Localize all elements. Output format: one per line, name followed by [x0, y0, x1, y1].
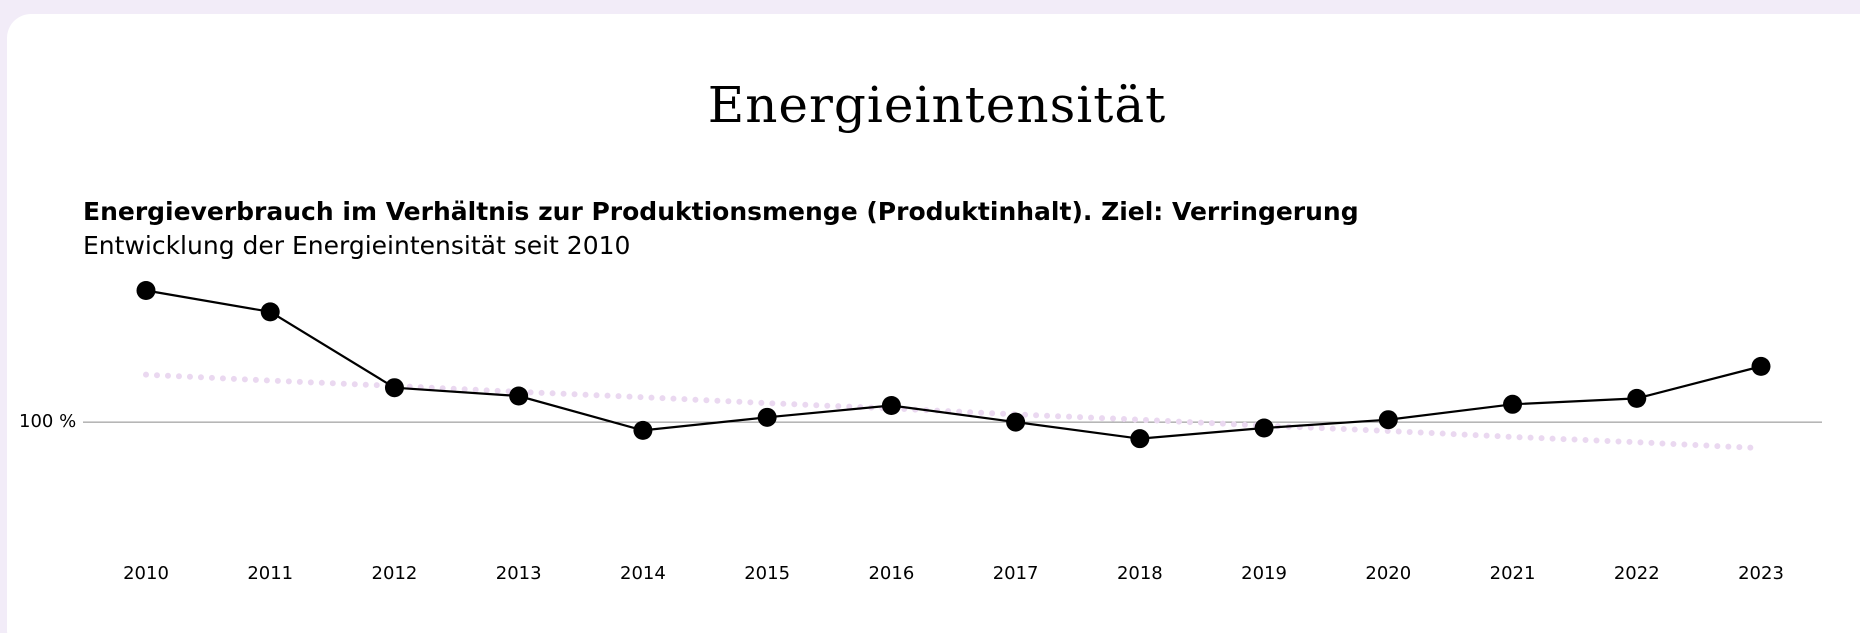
data-point [1378, 410, 1398, 430]
data-point [757, 407, 777, 427]
chart-description: Entwicklung der Energieintensität seit 2… [83, 231, 630, 260]
data-line [145, 289, 1762, 440]
x-tick-label: 2010 [123, 563, 169, 584]
x-tick-label: 2017 [993, 563, 1039, 584]
data-point [136, 281, 156, 301]
x-tick-label: 2019 [1241, 563, 1287, 584]
x-tick-label: 2013 [496, 563, 542, 584]
data-point [1627, 388, 1647, 408]
data-point [1006, 412, 1026, 432]
data-point [1503, 394, 1523, 414]
data-point [260, 302, 280, 322]
data-point [1130, 429, 1150, 449]
data-point [633, 420, 653, 440]
card [7, 14, 1860, 633]
data-point [1254, 418, 1274, 438]
y-tick-label: 100 % [19, 411, 76, 432]
x-tick-label: 2015 [744, 563, 790, 584]
data-point [384, 378, 404, 398]
x-tick-label: 2022 [1614, 563, 1660, 584]
x-tick-label: 2020 [1365, 563, 1411, 584]
x-tick-label: 2014 [620, 563, 666, 584]
x-tick-label: 2023 [1738, 563, 1784, 584]
x-tick-label: 2011 [247, 563, 293, 584]
x-tick-label: 2016 [868, 563, 914, 584]
data-point [881, 395, 901, 415]
x-tick-label: 2012 [372, 563, 418, 584]
chart-subtitle: Energieverbrauch im Verhältnis zur Produ… [83, 197, 1359, 226]
chart-title: Energieintensität [708, 76, 1167, 134]
x-tick-label: 2021 [1490, 563, 1536, 584]
data-point [509, 386, 529, 406]
x-tick-label: 2018 [1117, 563, 1163, 584]
data-point [1751, 356, 1771, 376]
